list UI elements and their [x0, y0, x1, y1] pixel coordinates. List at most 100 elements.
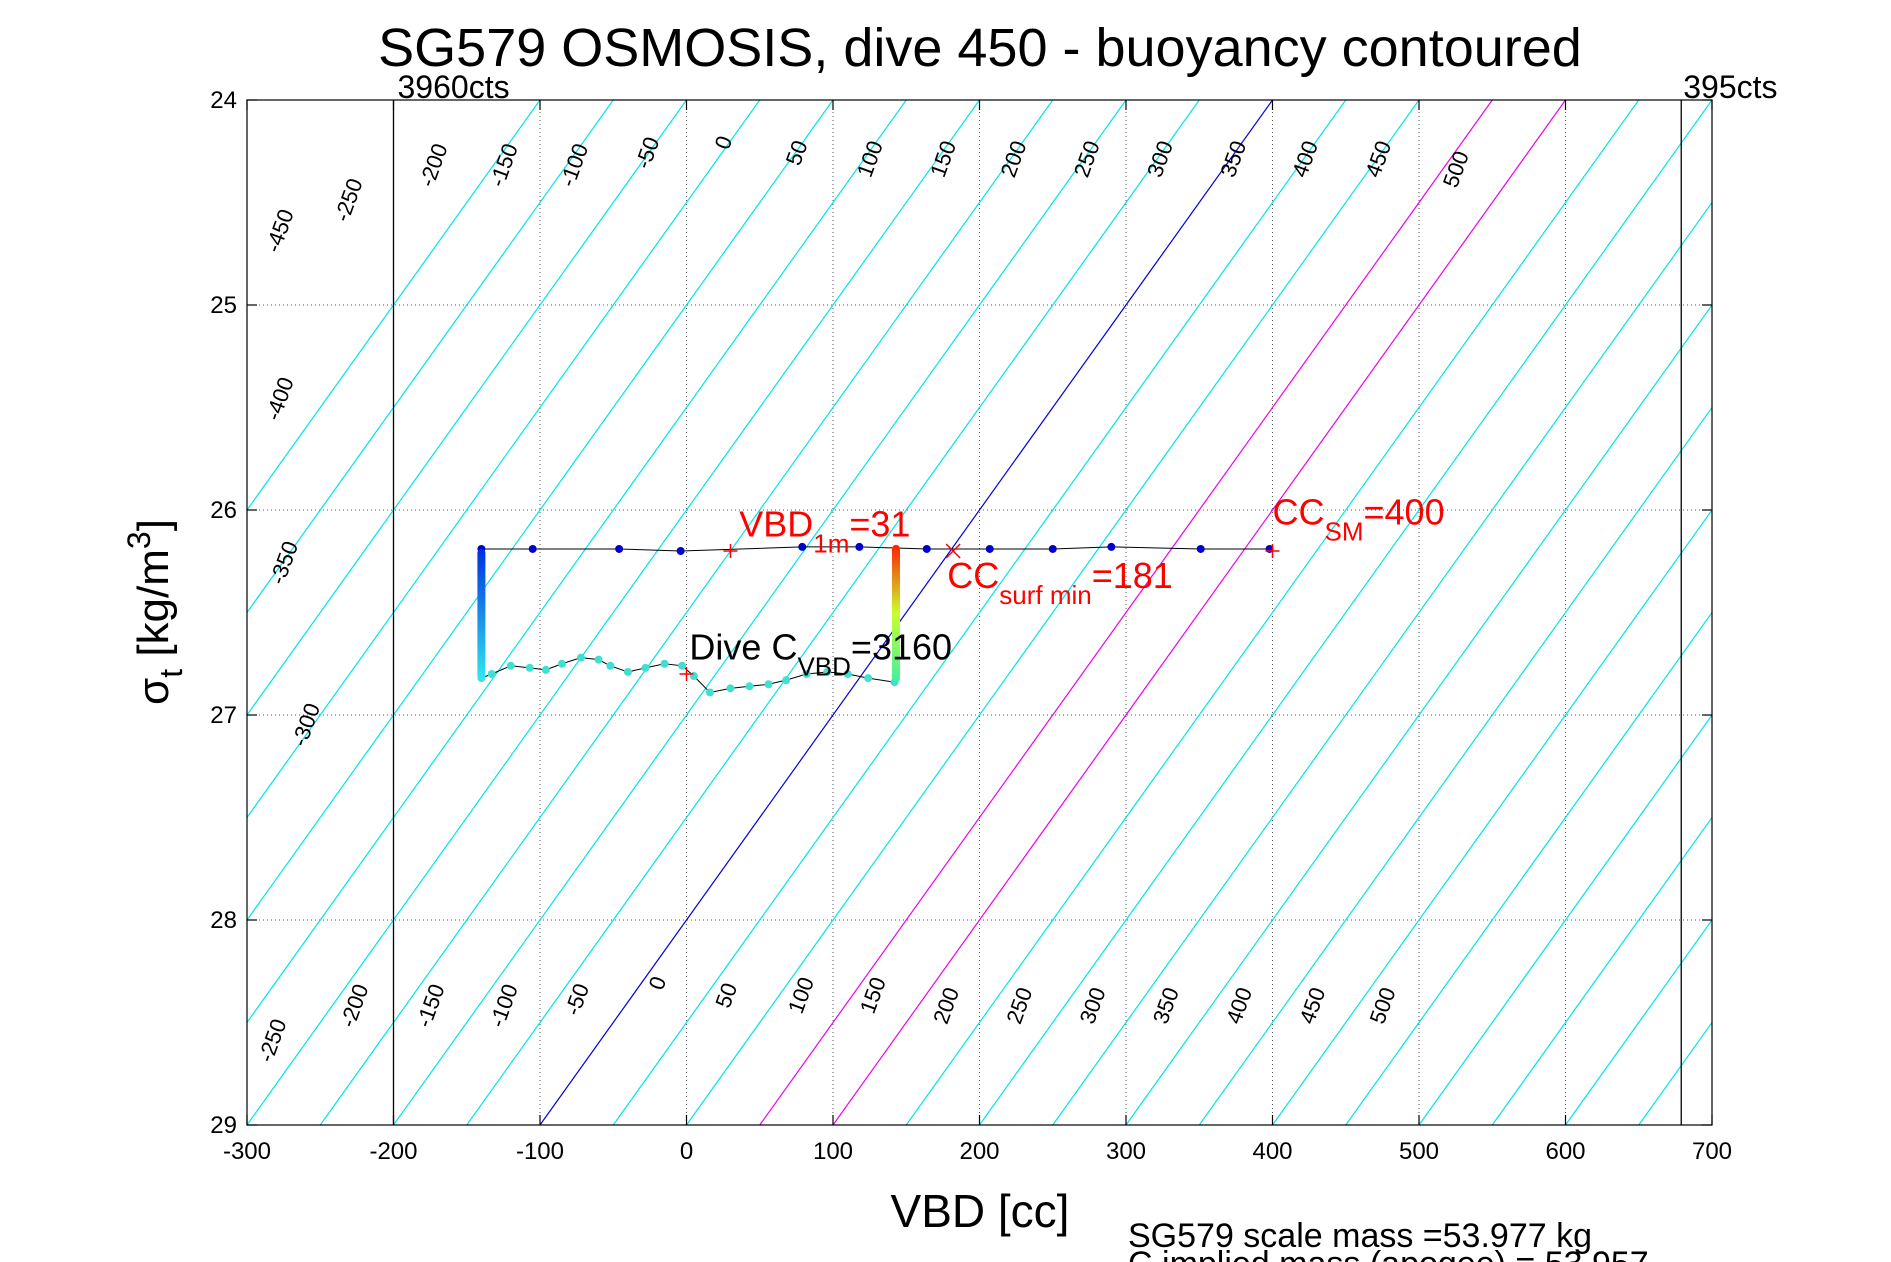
track-point	[798, 542, 807, 551]
contour-line	[1491, 816, 1712, 1125]
x-tick-label: 500	[1399, 1138, 1439, 1165]
track-point	[541, 665, 550, 674]
track-point	[745, 682, 754, 691]
y-tick-label: 25	[210, 292, 237, 319]
annotation-value: =3160	[851, 627, 952, 668]
annotation-subscript: SM	[1325, 516, 1364, 546]
y-tick-label: 29	[210, 1112, 237, 1139]
annotation-value: =181	[1092, 555, 1173, 596]
track-point	[782, 676, 791, 685]
x-tick-label: 700	[1692, 1138, 1732, 1165]
contour-line	[686, 100, 1420, 1125]
contour-line	[247, 100, 687, 717]
contour-line	[979, 100, 1712, 1125]
contour-line	[1418, 713, 1712, 1125]
track-point	[606, 661, 615, 670]
annotation-value: =400	[1364, 491, 1445, 532]
contour-line	[1565, 918, 1712, 1125]
footer-implied-mass: C implied mass (apogee) = 53.957	[1128, 1245, 1649, 1262]
track-point	[922, 544, 931, 553]
y-axis-label-close: ]	[129, 519, 178, 531]
x-tick-label: 300	[1106, 1138, 1146, 1165]
x-axis-label: VBD [cc]	[891, 1185, 1070, 1237]
contour-line	[1052, 201, 1712, 1125]
contour-lines	[247, 100, 1712, 1125]
y-tick-label: 26	[210, 497, 237, 524]
x-tick-label: 600	[1545, 1138, 1585, 1165]
footer-scale-mass: SG579 scale mass =53.977 kg	[1128, 1217, 1592, 1255]
track-point	[985, 544, 994, 553]
track-point	[660, 659, 669, 668]
x-marker	[945, 543, 961, 559]
footer-implied-mass-rest: implied mass (apogee) = 53.957	[1153, 1245, 1649, 1262]
track-point	[864, 674, 873, 683]
track-point	[1048, 544, 1057, 553]
footer-implied-mass-main: C	[1128, 1245, 1153, 1262]
x-tick-label: 100	[813, 1138, 853, 1165]
track-point	[525, 663, 534, 672]
count-line-label: 395cts	[1683, 69, 1777, 105]
track-point	[487, 670, 496, 678]
annotation-main: CC	[1273, 491, 1325, 532]
track-point	[615, 544, 624, 553]
x-tick-label: -300	[223, 1138, 271, 1165]
annotation-subscript: VBD	[797, 652, 850, 682]
y-axis-label-sub: t	[153, 669, 189, 678]
x-tick-label: -100	[516, 1138, 564, 1165]
annotation-value: =31	[849, 504, 910, 545]
y-axis-label: σt [kg/m3]	[121, 519, 189, 705]
x-tick-label: -200	[369, 1138, 417, 1165]
contour-line	[832, 100, 1566, 1125]
annotation-main: VBD	[739, 504, 813, 545]
track-point	[641, 663, 650, 672]
y-tick-label: 24	[210, 87, 237, 114]
contour-line	[1272, 508, 1712, 1125]
annotation-vbd1m: VBD1m=31	[739, 504, 910, 559]
track-point	[594, 655, 603, 664]
contour-line	[466, 100, 1200, 1125]
track-point	[506, 661, 515, 670]
y-axis-label-units: [kg/m	[129, 549, 178, 669]
track-point	[623, 667, 632, 676]
chart-title: SG579 OSMOSIS, dive 450 - buoyancy conto…	[378, 18, 1582, 78]
track-point	[705, 688, 714, 697]
track-point	[764, 680, 773, 689]
contour-line	[1345, 611, 1712, 1125]
contour-line	[905, 100, 1640, 1125]
x-tick-label: 0	[680, 1138, 693, 1165]
track-point	[1107, 542, 1116, 551]
x-tick-label: 400	[1252, 1138, 1292, 1165]
annotation-main: Dive C	[689, 627, 797, 668]
contour-line	[247, 100, 834, 922]
track-point	[528, 544, 537, 553]
track-point	[802, 670, 811, 678]
x-tick-label: 200	[959, 1138, 999, 1165]
contour-line	[1125, 303, 1712, 1125]
annotation-divec: Dive CVBD=3160	[689, 627, 952, 682]
annotation-ccsm: CCSM=400	[1273, 491, 1445, 546]
y-axis-label-sup: 3	[121, 531, 157, 549]
track-point	[678, 661, 687, 670]
count-lines: 3960cts 395cts	[392, 69, 1778, 1125]
contour-line	[1198, 406, 1712, 1125]
track-point	[1196, 544, 1205, 553]
plus-marker	[679, 667, 694, 681]
contour-line	[247, 100, 907, 1024]
annotation-subscript: surf min	[999, 580, 1091, 610]
contour-line	[247, 100, 614, 614]
track-point	[843, 670, 852, 678]
contour-line	[612, 100, 1347, 1125]
track-point	[676, 547, 685, 555]
contour-line	[319, 100, 1054, 1125]
axes: -300 -200 -100 0 100 200 300 400 500 600 700 24 25 26…	[210, 87, 1732, 1165]
reference-markers	[679, 543, 1280, 681]
dive-tracks	[477, 542, 1274, 697]
vbd-depth-segment	[477, 548, 486, 681]
contour-line	[759, 100, 1493, 1125]
count-line-label: 3960cts	[398, 69, 510, 105]
track-point	[855, 542, 864, 551]
contour-line	[247, 100, 541, 512]
vbd-depth-segment	[891, 544, 900, 683]
